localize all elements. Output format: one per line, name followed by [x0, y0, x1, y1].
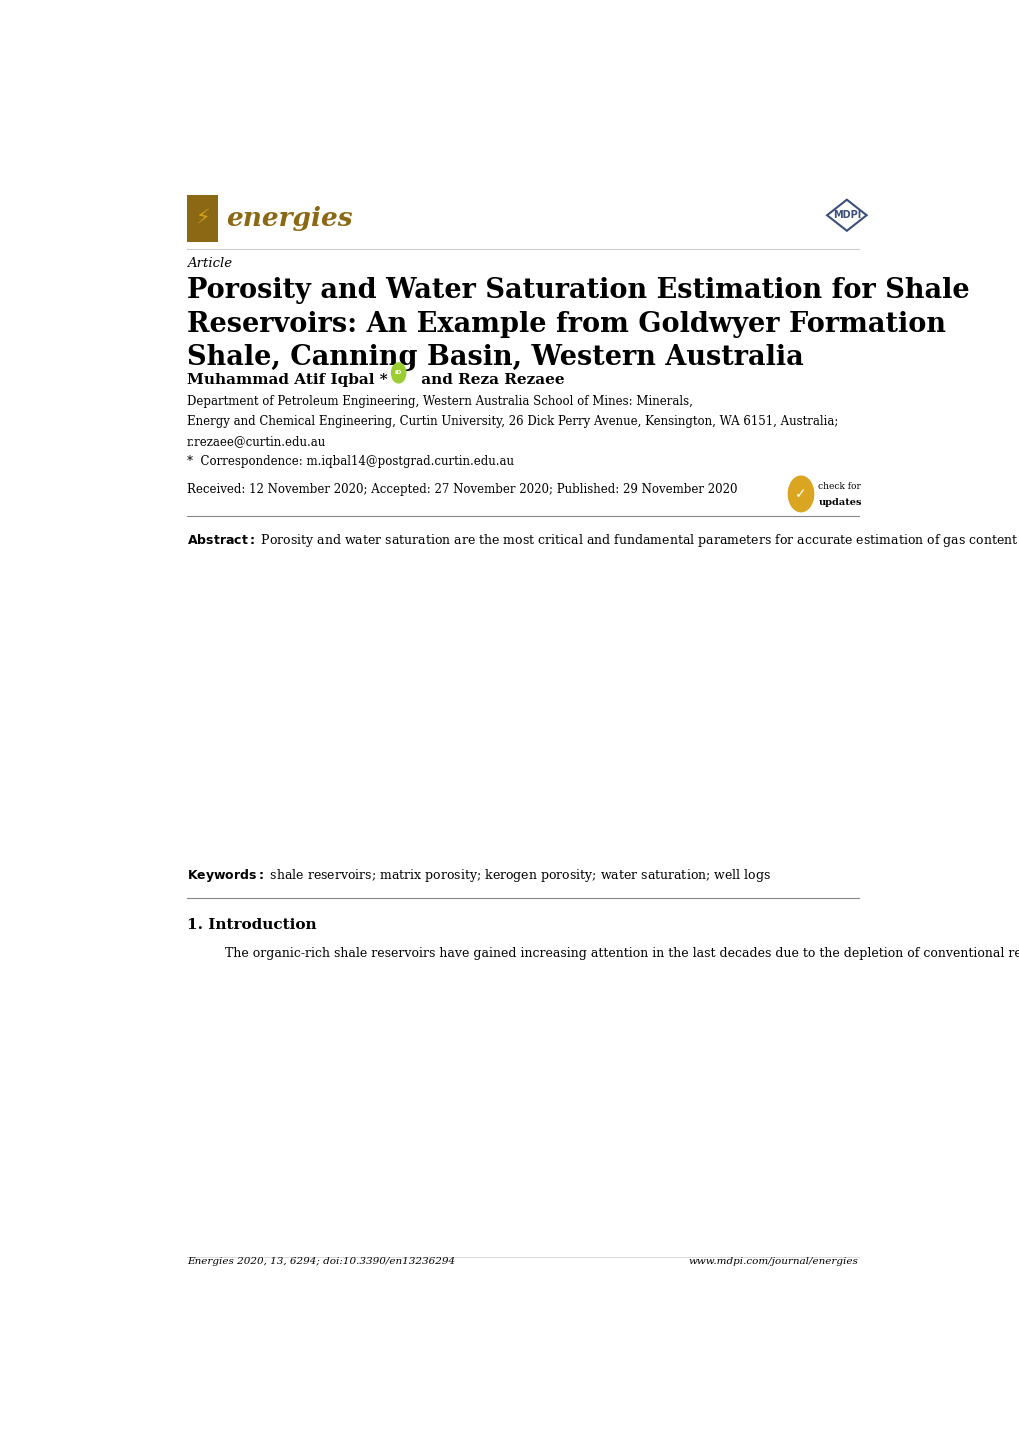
Text: ⚡: ⚡: [195, 209, 210, 229]
Text: check for: check for: [817, 482, 860, 490]
Circle shape: [391, 363, 406, 384]
Text: The organic-rich shale reservoirs have gained increasing attention in the last d: The organic-rich shale reservoirs have g…: [224, 947, 1019, 960]
Text: Received: 12 November 2020; Accepted: 27 November 2020; Published: 29 November 2: Received: 12 November 2020; Accepted: 27…: [186, 483, 737, 496]
Circle shape: [788, 476, 813, 512]
Text: Energy and Chemical Engineering, Curtin University, 26 Dick Perry Avenue, Kensin: Energy and Chemical Engineering, Curtin …: [186, 415, 838, 428]
Text: Department of Petroleum Engineering, Western Australia School of Mines: Minerals: Department of Petroleum Engineering, Wes…: [186, 395, 692, 408]
Text: energies: energies: [226, 206, 353, 231]
Text: www.mdpi.com/journal/energies: www.mdpi.com/journal/energies: [688, 1256, 858, 1266]
Text: Muhammad Atif Iqbal *: Muhammad Atif Iqbal *: [186, 373, 387, 386]
Text: $\bf{Abstract:}$ Porosity and water saturation are the most critical and fundame: $\bf{Abstract:}$ Porosity and water satu…: [186, 532, 1019, 548]
Text: iD: iD: [394, 371, 401, 375]
Text: *  Correspondence: m.iqbal14@postgrad.curtin.edu.au: * Correspondence: m.iqbal14@postgrad.cur…: [186, 456, 514, 469]
Text: and Reza Rezaee: and Reza Rezaee: [416, 373, 565, 386]
Text: Energies 2020, 13, 6294; doi:10.3390/en13236294: Energies 2020, 13, 6294; doi:10.3390/en1…: [186, 1256, 454, 1266]
Text: 1. Introduction: 1. Introduction: [186, 919, 316, 932]
Text: updates: updates: [817, 499, 861, 508]
Text: $\bf{Keywords:}$ shale reservoirs; matrix porosity; kerogen porosity; water satu: $\bf{Keywords:}$ shale reservoirs; matri…: [186, 867, 770, 884]
Text: MDPI: MDPI: [832, 211, 860, 221]
FancyBboxPatch shape: [186, 195, 218, 242]
Text: Porosity and Water Saturation Estimation for Shale
Reservoirs: An Example from G: Porosity and Water Saturation Estimation…: [186, 277, 968, 371]
Polygon shape: [826, 199, 866, 231]
Text: ✓: ✓: [795, 487, 806, 500]
Text: Article: Article: [186, 258, 231, 271]
Text: r.rezaee@curtin.edu.au: r.rezaee@curtin.edu.au: [186, 435, 326, 448]
